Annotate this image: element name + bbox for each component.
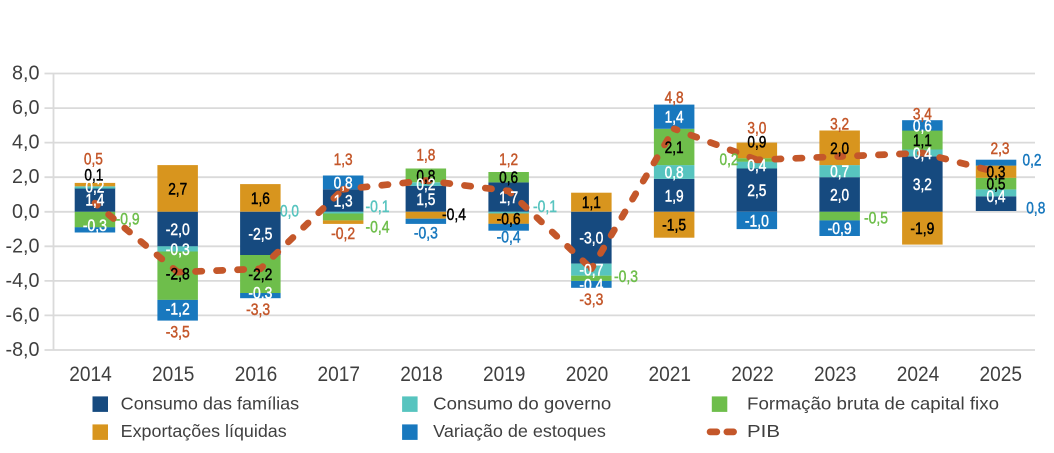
svg-text:2016: 2016 [235,363,278,386]
svg-text:3,2: 3,2 [913,176,932,194]
svg-text:0,0: 0,0 [12,201,40,223]
svg-text:-3,5: -3,5 [166,324,190,342]
svg-text:-2,2: -2,2 [248,266,272,284]
svg-text:2,0: 2,0 [830,187,849,205]
svg-text:2015: 2015 [152,363,195,386]
svg-text:0,9: 0,9 [747,134,766,152]
svg-text:0,3: 0,3 [987,164,1006,182]
svg-text:-0,4: -0,4 [579,276,603,294]
svg-text:1,3: 1,3 [334,151,353,169]
svg-text:0,2: 0,2 [416,176,435,194]
svg-text:4,0: 4,0 [12,132,40,154]
svg-text:2018: 2018 [400,363,443,386]
svg-text:-1,2: -1,2 [166,301,190,319]
svg-text:0,5: 0,5 [987,176,1006,194]
svg-text:-3,3: -3,3 [246,301,270,319]
svg-text:-0,7: -0,7 [579,262,603,280]
svg-text:1,3: 1,3 [334,193,353,211]
svg-text:0,5: 0,5 [84,150,103,168]
svg-text:0,7: 0,7 [830,163,849,181]
svg-text:2,5: 2,5 [747,182,766,200]
svg-text:-0,9: -0,9 [116,211,140,229]
svg-text:2,3: 2,3 [991,140,1010,158]
svg-text:3,4: 3,4 [913,106,932,124]
svg-text:-2,0: -2,0 [166,221,190,239]
svg-text:-2,0: -2,0 [6,235,40,257]
svg-text:1,1: 1,1 [582,194,601,212]
svg-text:Exportações líquidas: Exportações líquidas [121,421,287,441]
svg-text:-0,4: -0,4 [442,206,466,224]
svg-text:0,8: 0,8 [416,167,435,185]
svg-text:PIB: PIB [747,421,780,441]
svg-text:-1,9: -1,9 [910,220,934,238]
svg-text:Consumo do governo: Consumo do governo [433,393,611,413]
svg-text:2019: 2019 [483,363,526,386]
svg-text:-0,3: -0,3 [248,285,272,303]
svg-text:4,8: 4,8 [665,89,684,107]
svg-text:1,2: 1,2 [499,151,518,169]
svg-text:-1,5: -1,5 [662,217,686,235]
svg-text:0,0: 0,0 [280,203,299,221]
svg-text:2,0: 2,0 [12,166,40,188]
svg-text:-0,2: -0,2 [331,225,355,243]
svg-text:-0,9: -0,9 [828,220,852,238]
svg-text:Formação bruta de capital fixo: Formação bruta de capital fixo [747,393,999,413]
svg-text:1,8: 1,8 [416,147,435,165]
svg-text:1,9: 1,9 [665,187,684,205]
svg-text:0,6: 0,6 [499,169,518,187]
svg-text:-0,4: -0,4 [366,219,390,237]
svg-text:1,7: 1,7 [499,189,518,207]
svg-text:1,4: 1,4 [665,109,684,127]
svg-text:2,0: 2,0 [830,140,849,158]
svg-text:1,1: 1,1 [913,132,932,150]
svg-text:-0,3: -0,3 [166,241,190,259]
svg-text:-1,0: -1,0 [745,212,769,230]
svg-text:0,1: 0,1 [84,167,103,185]
svg-text:0,6: 0,6 [913,117,932,135]
svg-text:0,2: 0,2 [85,179,104,197]
svg-text:Consumo das famílias: Consumo das famílias [121,393,300,413]
svg-text:2,1: 2,1 [665,139,684,157]
svg-text:Variação de estoques: Variação de estoques [433,421,606,441]
svg-text:0,8: 0,8 [665,164,684,182]
svg-text:-2,8: -2,8 [166,266,190,284]
svg-text:2022: 2022 [731,363,774,386]
svg-text:3,2: 3,2 [830,116,849,134]
svg-text:-0,1: -0,1 [366,198,390,216]
svg-text:2,7: 2,7 [168,180,187,198]
svg-text:-0,6: -0,6 [497,211,521,229]
svg-text:0,4: 0,4 [987,188,1006,206]
svg-text:0,2: 0,2 [1023,152,1042,170]
svg-text:0,4: 0,4 [747,157,766,175]
svg-text:8,0: 8,0 [12,63,40,85]
svg-text:3,0: 3,0 [747,119,766,137]
svg-text:0,4: 0,4 [913,145,932,163]
svg-text:0,8: 0,8 [1026,200,1045,218]
svg-text:-0,5: -0,5 [864,210,888,228]
svg-text:1,4: 1,4 [85,192,104,210]
svg-text:0,2: 0,2 [720,151,739,169]
svg-text:-0,1: -0,1 [533,198,557,216]
svg-text:2025: 2025 [980,363,1023,386]
svg-text:2014: 2014 [69,363,112,386]
svg-text:-3,0: -3,0 [579,230,603,248]
svg-text:-2,5: -2,5 [248,225,272,243]
svg-text:0,8: 0,8 [334,174,353,192]
svg-text:-3,3: -3,3 [579,291,603,309]
svg-text:2023: 2023 [814,363,857,386]
svg-text:2021: 2021 [649,363,692,386]
svg-text:2017: 2017 [318,363,361,386]
svg-text:-4,0: -4,0 [6,270,40,292]
svg-text:2020: 2020 [566,363,609,386]
svg-text:-0,4: -0,4 [497,229,521,247]
svg-text:2024: 2024 [897,363,940,386]
svg-text:-8,0: -8,0 [6,339,40,361]
svg-text:-0,3: -0,3 [83,217,107,235]
svg-text:1,5: 1,5 [416,191,435,209]
svg-text:1,6: 1,6 [251,190,270,208]
svg-text:-0,3: -0,3 [614,268,638,286]
svg-text:6,0: 6,0 [12,97,40,119]
svg-text:-6,0: -6,0 [6,304,40,326]
svg-text:-0,3: -0,3 [414,225,438,243]
